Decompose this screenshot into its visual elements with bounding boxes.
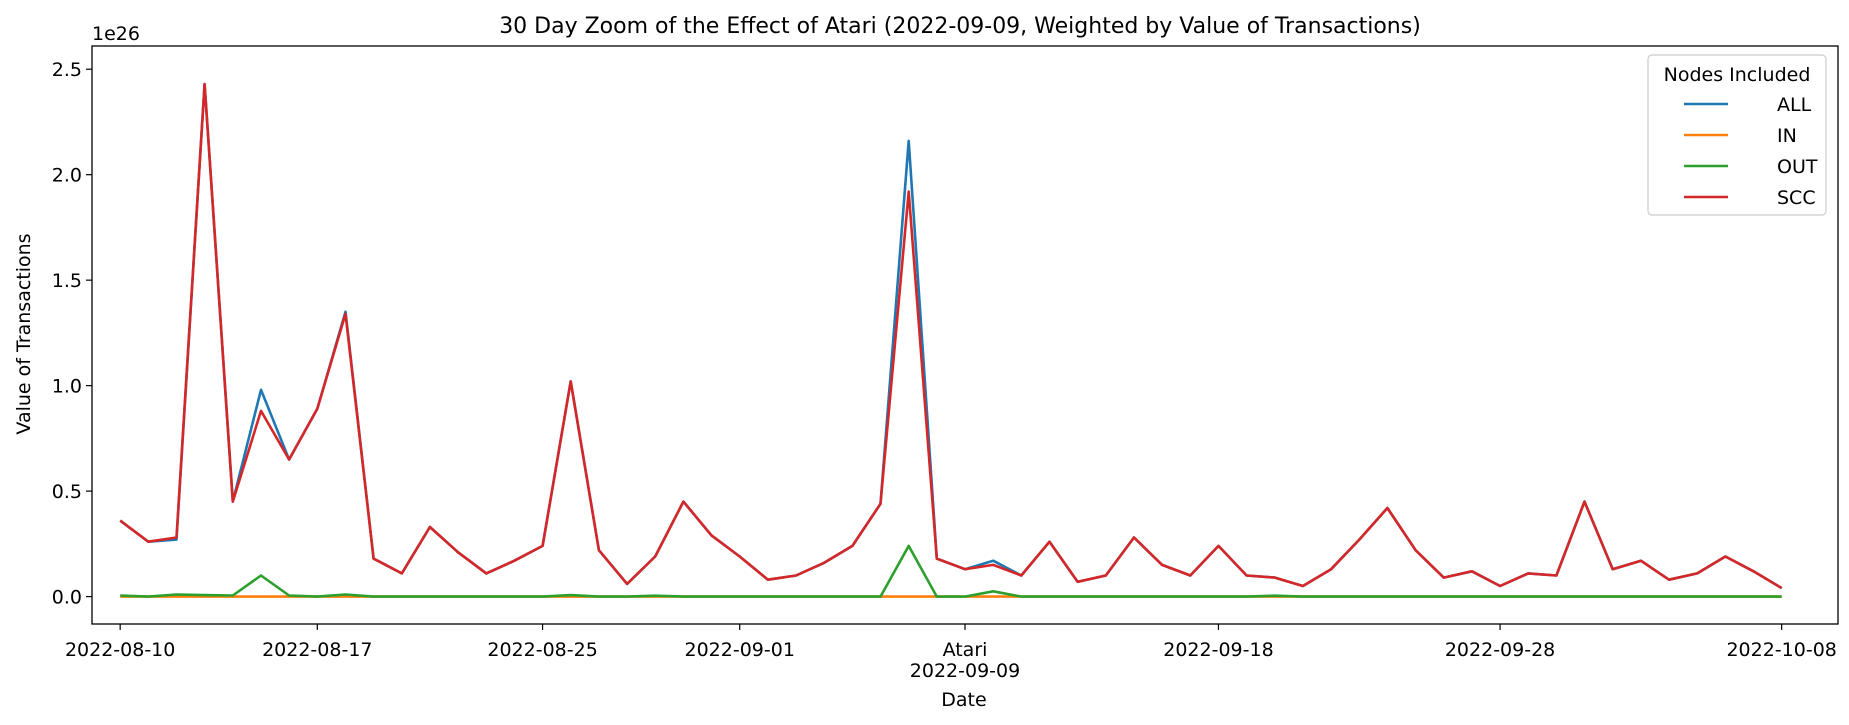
legend-entry-scc: SCC xyxy=(1777,187,1816,209)
series-line-scc xyxy=(119,82,1783,590)
legend-entry-all: ALL xyxy=(1777,94,1812,116)
y-tick-label: 1.0 xyxy=(52,376,82,398)
y-axis-ticks: 0.0 0.5 1.0 1.5 2.0 2.5 xyxy=(52,59,92,609)
legend: Nodes Included ALL IN OUT SCC xyxy=(1647,54,1827,216)
x-tick-label: 2022-08-25 xyxy=(487,639,597,661)
series-line-out xyxy=(120,544,1782,598)
y-tick-label: 0.5 xyxy=(52,481,82,503)
y-tick-label: 0.0 xyxy=(52,587,82,609)
event-marker-label: Atari xyxy=(943,639,988,661)
x-axis-ticks: 2022-08-10 2022-08-17 2022-08-25 2022-09-01… xyxy=(65,624,1837,682)
legend-box xyxy=(1647,54,1827,216)
y-tick-label: 1.5 xyxy=(52,270,82,292)
x-tick-label: 2022-09-01 xyxy=(684,639,794,661)
y-axis-offset-label: 1e26 xyxy=(92,23,140,45)
x-tick-label: 2022-09-18 xyxy=(1163,639,1273,661)
legend-entry-out: OUT xyxy=(1777,156,1818,178)
y-tick-label: 2.5 xyxy=(52,59,82,81)
plot-area-frame xyxy=(91,45,1839,625)
y-axis-label: Value of Transactions xyxy=(13,233,35,434)
y-tick-label: 2.0 xyxy=(52,165,82,187)
x-tick-label: 2022-09-28 xyxy=(1445,639,1555,661)
x-axis-label: Date xyxy=(941,689,986,711)
x-tick-label: 2022-09-09 xyxy=(910,660,1020,682)
legend-title: Nodes Included xyxy=(1664,64,1811,86)
x-tick-label: 2022-10-08 xyxy=(1726,639,1836,661)
chart-title: 30 Day Zoom of the Effect of Atari (2022… xyxy=(499,14,1421,39)
x-tick-label: 2022-08-17 xyxy=(262,639,372,661)
x-tick-label: 2022-08-10 xyxy=(65,639,175,661)
legend-entry-in: IN xyxy=(1777,125,1797,147)
plot-lines xyxy=(119,82,1783,598)
